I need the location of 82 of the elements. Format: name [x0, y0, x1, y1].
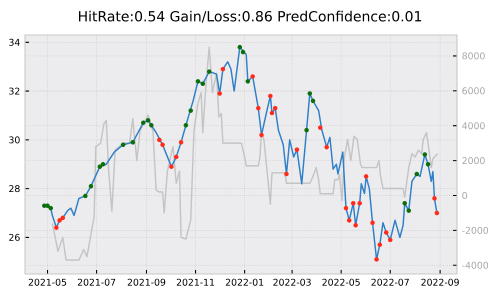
point	[259, 132, 264, 138]
point	[353, 222, 358, 228]
point	[294, 147, 300, 152]
point	[188, 108, 193, 113]
point	[169, 164, 174, 169]
point	[100, 162, 106, 167]
y2-tick-label: 8000	[462, 52, 485, 60]
point	[324, 144, 329, 150]
point	[318, 125, 323, 130]
point	[206, 69, 212, 74]
point	[270, 110, 274, 116]
y2-tick-label: 4000	[462, 122, 485, 130]
x-tick-label: 2021-11	[176, 278, 214, 286]
point	[374, 257, 379, 262]
point	[272, 106, 278, 110]
point	[60, 216, 66, 220]
y-tick-label: 26	[9, 234, 20, 241]
point	[268, 94, 273, 98]
point	[388, 238, 392, 242]
point	[378, 242, 382, 247]
point	[48, 206, 53, 210]
point	[130, 140, 136, 145]
x-tick-label: 2022-05	[322, 278, 360, 286]
x-tick-label: 2021-05	[28, 278, 66, 286]
point	[310, 98, 316, 104]
point	[88, 184, 94, 188]
x-tick-label: 2021-07	[78, 278, 116, 286]
y-tick-label: 34	[9, 38, 20, 46]
point	[174, 154, 178, 160]
point	[304, 128, 309, 132]
x-tick-label: 2022-03	[273, 278, 311, 286]
point	[256, 106, 261, 110]
point	[402, 201, 407, 206]
point	[406, 208, 411, 213]
point	[120, 142, 126, 147]
point	[350, 201, 356, 206]
x-tick-label: 2022-07	[372, 278, 409, 286]
point	[141, 120, 146, 126]
point	[384, 230, 388, 235]
point	[434, 210, 440, 216]
point	[220, 66, 226, 72]
point	[246, 79, 250, 84]
point	[200, 82, 206, 86]
point	[217, 91, 222, 96]
point	[238, 44, 242, 50]
x-tick-label: 2022-09	[421, 278, 459, 286]
point	[184, 122, 188, 128]
y2-tick-label: 2000	[462, 157, 485, 164]
point	[196, 79, 200, 84]
point	[414, 172, 420, 176]
point	[57, 218, 62, 223]
point	[157, 138, 162, 142]
point	[45, 203, 50, 208]
point	[426, 162, 430, 167]
point	[98, 164, 102, 169]
point	[54, 225, 59, 230]
point	[308, 91, 312, 96]
point	[284, 172, 289, 176]
point	[240, 50, 246, 54]
point	[160, 142, 165, 147]
point	[370, 220, 375, 226]
point	[146, 118, 150, 123]
point	[364, 174, 368, 179]
point	[344, 206, 348, 210]
point	[357, 201, 362, 206]
x-tick-label: 2022-01	[226, 278, 264, 286]
point	[178, 140, 184, 145]
point	[422, 152, 428, 157]
point	[346, 218, 352, 223]
y2-tick-label: -2000	[462, 226, 488, 234]
point	[432, 196, 437, 201]
y2-tick-label: 6000	[462, 87, 485, 94]
point	[149, 122, 154, 128]
y-tick-label: 30	[9, 136, 20, 144]
y-tick-label: 28	[9, 185, 20, 192]
point	[83, 194, 88, 198]
x-tick-label: 2021-09	[128, 278, 166, 286]
y2-tick-label: -4000	[462, 262, 488, 269]
y2-tick-label: 0	[462, 192, 467, 199]
y-tick-label: 32	[9, 88, 20, 95]
point	[250, 74, 255, 79]
chart-title: HitRate:0.54 Gain/Loss:0.86 PredConfidence:0.01	[79, 10, 422, 23]
